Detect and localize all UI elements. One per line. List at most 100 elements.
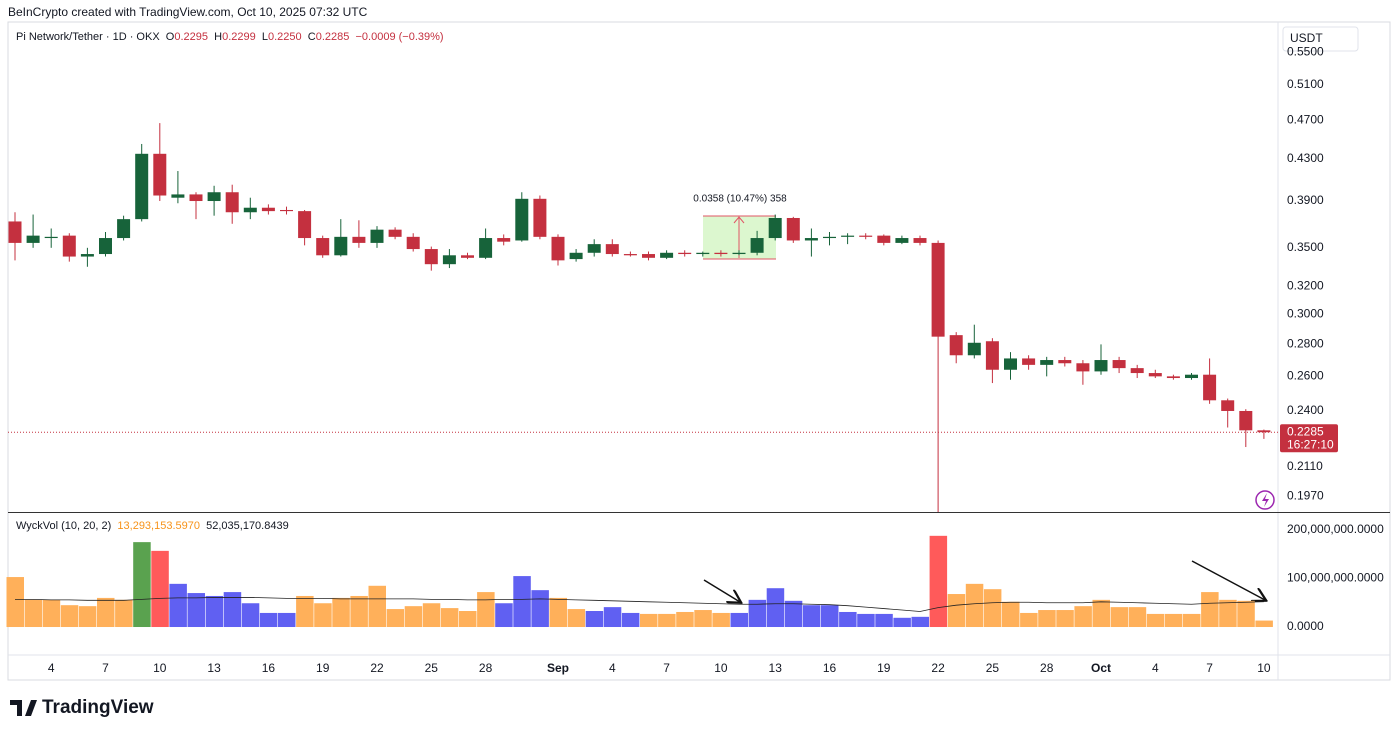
x-tick-label: 13 — [769, 661, 783, 675]
volume-bar — [802, 605, 821, 628]
volume-bar — [97, 597, 115, 628]
volume-bar — [6, 577, 24, 628]
volume-bar — [1201, 592, 1219, 628]
attribution: BeInCrypto created with TradingView.com,… — [8, 5, 368, 19]
candle-body — [515, 198, 529, 241]
x-tick-label: 10 — [153, 661, 167, 675]
volume-bar — [169, 583, 187, 628]
candle-body — [967, 342, 981, 356]
indicator-title: WyckVol (10, 20, 2) — [16, 520, 112, 532]
candle-body — [949, 335, 963, 356]
volume-bar — [1164, 613, 1183, 628]
volume-bar — [42, 599, 61, 628]
candle-body — [298, 211, 312, 239]
volume-bar — [60, 605, 79, 628]
volume-bar — [784, 600, 803, 628]
volume-bar — [1020, 612, 1038, 628]
y-tick-label: 0.2800 — [1287, 336, 1324, 350]
candle-body — [1094, 360, 1108, 372]
ma-line — [15, 597, 1264, 612]
volume-bar — [477, 592, 495, 628]
candle-body — [786, 217, 800, 241]
x-tick-label: 10 — [714, 661, 728, 675]
candle-body — [334, 236, 348, 256]
candle-body — [533, 198, 547, 237]
candle-body — [225, 192, 239, 213]
candle-body — [714, 252, 728, 255]
volume-bar — [1146, 613, 1165, 628]
volume-bar — [947, 594, 966, 628]
price-tag-value: 0.2285 — [1287, 424, 1324, 438]
volume-bar — [223, 592, 242, 628]
volume-bar — [531, 590, 549, 628]
candle-body — [1112, 360, 1126, 369]
candle-body — [1166, 376, 1180, 379]
volume-bar — [259, 612, 278, 628]
volume-bar — [1183, 613, 1201, 628]
candle-body — [243, 207, 257, 213]
volume-bar — [495, 603, 513, 628]
candle-body — [768, 217, 782, 239]
candle-body — [804, 238, 818, 241]
volume-bar — [368, 585, 386, 628]
volume-bar — [459, 611, 477, 628]
price-legend: Pi Network/Tether · 1D · OKX O0.2295 H0.… — [16, 31, 444, 43]
volume-bar — [1110, 607, 1129, 628]
x-tick-label: 7 — [102, 661, 109, 675]
volume-legend: WyckVol (10, 20, 2) 13,293,153.5970 52,0… — [16, 520, 289, 532]
candle-body — [1185, 374, 1198, 379]
volume-bar — [24, 599, 43, 628]
volume-bar — [640, 613, 658, 628]
volume-bar — [965, 583, 984, 628]
volume-bar — [585, 611, 604, 628]
volume-bar — [1219, 599, 1237, 628]
volume-bar — [1255, 620, 1273, 628]
volume-bar — [278, 612, 296, 628]
currency: USDT — [1290, 31, 1323, 45]
volume-bar — [929, 535, 948, 628]
candle-body — [895, 238, 909, 243]
volume-bar — [1237, 600, 1255, 628]
candle-body — [117, 219, 131, 239]
x-tick-label: 28 — [1040, 661, 1054, 675]
ohlc-prefix: O — [165, 31, 175, 43]
alert-bolt — [1262, 493, 1269, 507]
y-tick-label: 0.0000 — [1287, 619, 1324, 633]
volume-bar — [1056, 610, 1074, 628]
candle-body — [280, 209, 293, 212]
candle-body — [44, 236, 58, 239]
volume-bar — [133, 542, 151, 628]
candle-body — [823, 236, 836, 239]
candle-body — [859, 235, 873, 237]
candle-body — [442, 255, 456, 265]
candle-body — [406, 236, 420, 250]
countdown: 16:27:10 — [1287, 437, 1334, 451]
ohlc-prefix: C — [307, 31, 316, 43]
volume-last: 13,293,153.5970 — [117, 520, 200, 532]
y-tick-label: 0.3200 — [1287, 279, 1324, 293]
ohlc-value: 0.2299 — [222, 31, 256, 43]
candle-body — [931, 242, 945, 337]
volume-bar — [404, 606, 423, 628]
volume-bar — [151, 550, 169, 628]
ma-last: 52,035,170.8439 — [206, 520, 289, 532]
ohlc-value: 0.2250 — [267, 31, 302, 43]
volume-bar — [549, 597, 567, 628]
candle-body — [750, 238, 764, 253]
candle-body — [62, 235, 76, 257]
volume-bar — [1002, 601, 1020, 628]
volume-bar — [187, 593, 205, 628]
volume-bar — [621, 612, 640, 628]
volume-bar — [386, 609, 405, 628]
candle-body — [1221, 400, 1235, 411]
ohlc-value: 0.2295 — [174, 31, 208, 43]
volume-bar — [241, 603, 260, 628]
volume-bar — [332, 597, 350, 628]
candle-body — [1257, 430, 1271, 433]
candle-body — [660, 252, 674, 258]
volume-bar — [513, 576, 531, 628]
x-tick-label: 7 — [663, 661, 670, 675]
volume-bar — [911, 616, 929, 628]
y-tick-label: 0.4300 — [1287, 151, 1324, 165]
annotation-arrow — [1191, 560, 1265, 600]
